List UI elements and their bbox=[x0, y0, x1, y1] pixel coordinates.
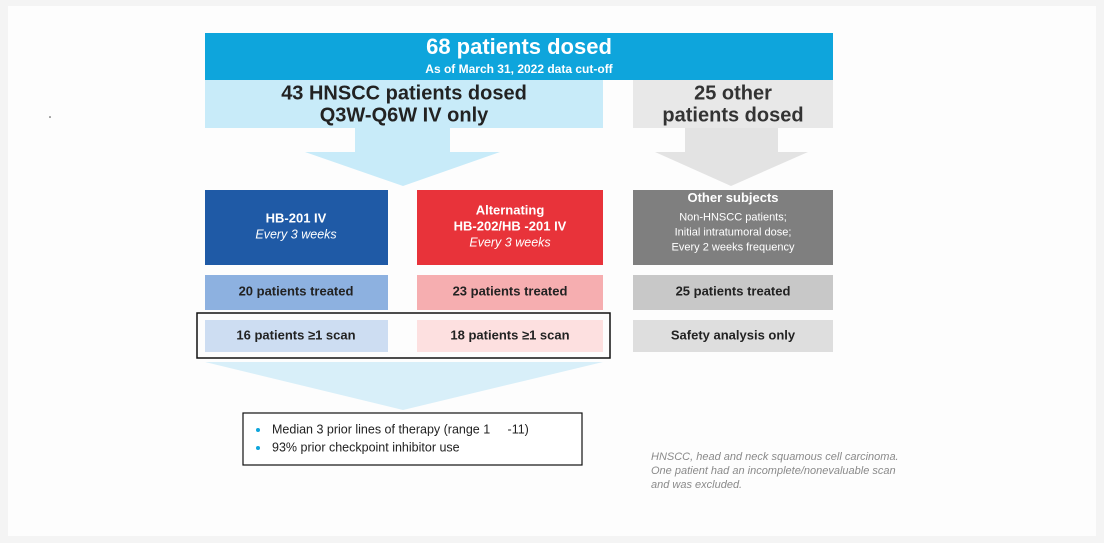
treated-label: 25 patients treated bbox=[676, 283, 791, 298]
header-subtitle: As of March 31, 2022 data cut-off bbox=[425, 62, 613, 76]
dot bbox=[49, 116, 51, 118]
treated-label: 23 patients treated bbox=[453, 283, 568, 298]
arm-box bbox=[417, 190, 603, 265]
summary-item: 93% prior checkpoint inhibitor use bbox=[272, 440, 460, 454]
arrow bbox=[655, 128, 808, 186]
scan-box bbox=[633, 320, 833, 352]
summary-item: Median 3 prior lines of therapy (range 1… bbox=[272, 422, 529, 436]
summary-box bbox=[242, 412, 583, 466]
scan-box bbox=[205, 320, 388, 352]
arm-box bbox=[633, 190, 833, 265]
arm-schedule: Every 2 weeks frequency bbox=[672, 241, 795, 253]
arm-name: Alternating bbox=[476, 202, 545, 217]
footnote: and was excluded. bbox=[651, 479, 742, 491]
arm-name: Other subjects bbox=[687, 190, 778, 205]
bullet bbox=[256, 428, 260, 432]
group-title: Q3W-Q6W IV only bbox=[320, 104, 489, 126]
scan-label: 18 patients ≥1 scan bbox=[450, 327, 569, 342]
header-banner bbox=[205, 33, 833, 80]
group-title: 25 other bbox=[694, 82, 772, 104]
arm-schedule: Every 3 weeks bbox=[469, 235, 550, 249]
scan-label: Safety analysis only bbox=[671, 327, 796, 342]
treated-box bbox=[633, 275, 833, 310]
arm-schedule: Non-HNSCC patients; bbox=[679, 211, 787, 223]
arrow bbox=[305, 128, 500, 186]
arm-name: HB-201 IV bbox=[266, 210, 327, 225]
arm-box bbox=[205, 190, 388, 265]
footnote: HNSCC, head and neck squamous cell carci… bbox=[651, 451, 899, 463]
scan-outline bbox=[196, 312, 611, 359]
scan-box bbox=[417, 320, 603, 352]
arrow bbox=[205, 362, 603, 410]
treated-box bbox=[417, 275, 603, 310]
treated-label: 20 patients treated bbox=[239, 283, 354, 298]
header-title: 68 patients dosed bbox=[426, 34, 612, 59]
arm-schedule: Initial intratumoral dose; bbox=[675, 226, 792, 238]
scan-label: 16 patients ≥1 scan bbox=[236, 327, 355, 342]
arm-schedule: Every 3 weeks bbox=[255, 227, 336, 241]
bullet bbox=[256, 446, 260, 450]
treated-box bbox=[205, 275, 388, 310]
group-title: 43 HNSCC patients dosed bbox=[281, 82, 527, 104]
group-box bbox=[633, 80, 833, 128]
group-title: patients dosed bbox=[662, 104, 803, 126]
arm-name: HB-202/HB -201 IV bbox=[454, 218, 567, 233]
group-box bbox=[205, 80, 603, 128]
footnote: One patient had an incomplete/nonevaluab… bbox=[651, 465, 896, 477]
